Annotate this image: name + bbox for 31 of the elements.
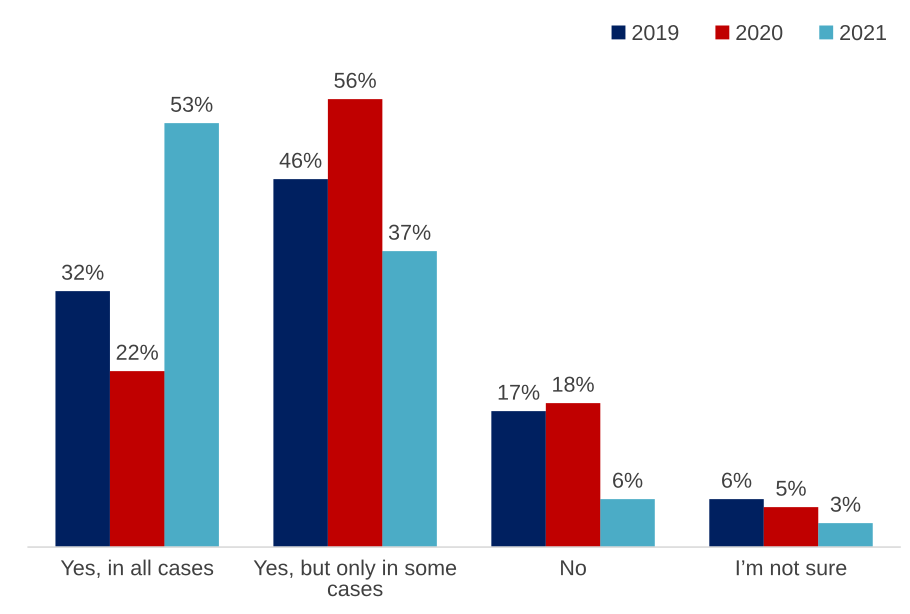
- data-label: 37%: [388, 224, 430, 240]
- data-label: 46%: [280, 152, 322, 168]
- bar: [382, 251, 437, 548]
- x-tick-label: Yes, in all cases: [60, 560, 214, 578]
- data-label: 53%: [170, 96, 212, 112]
- bar: [600, 499, 655, 548]
- bar: [55, 291, 110, 548]
- bar: [110, 371, 164, 548]
- x-tick-label: I’m not sure: [736, 560, 846, 576]
- bar: [164, 123, 219, 548]
- x-tick-label: Yes, but only in some cases: [254, 560, 456, 596]
- bar: [328, 99, 382, 548]
- legend-label: 2020: [736, 24, 782, 40]
- bar: [764, 507, 818, 548]
- bar: [709, 499, 764, 548]
- data-label: 22%: [116, 344, 158, 360]
- legend-label: 2021: [840, 24, 886, 40]
- bar: [491, 411, 546, 548]
- bar: [546, 403, 600, 548]
- data-label: 3%: [830, 496, 860, 512]
- data-label: 6%: [613, 472, 642, 488]
- data-label: 56%: [334, 72, 376, 88]
- data-label: 6%: [722, 472, 752, 488]
- legend-label: 2019: [632, 24, 678, 40]
- data-label: 32%: [62, 264, 104, 280]
- data-label: 17%: [498, 384, 540, 400]
- x-tick-label: No: [561, 560, 586, 576]
- data-label: 18%: [553, 376, 594, 392]
- bar: [818, 523, 873, 548]
- data-label: 5%: [776, 480, 806, 496]
- bar: [273, 179, 328, 548]
